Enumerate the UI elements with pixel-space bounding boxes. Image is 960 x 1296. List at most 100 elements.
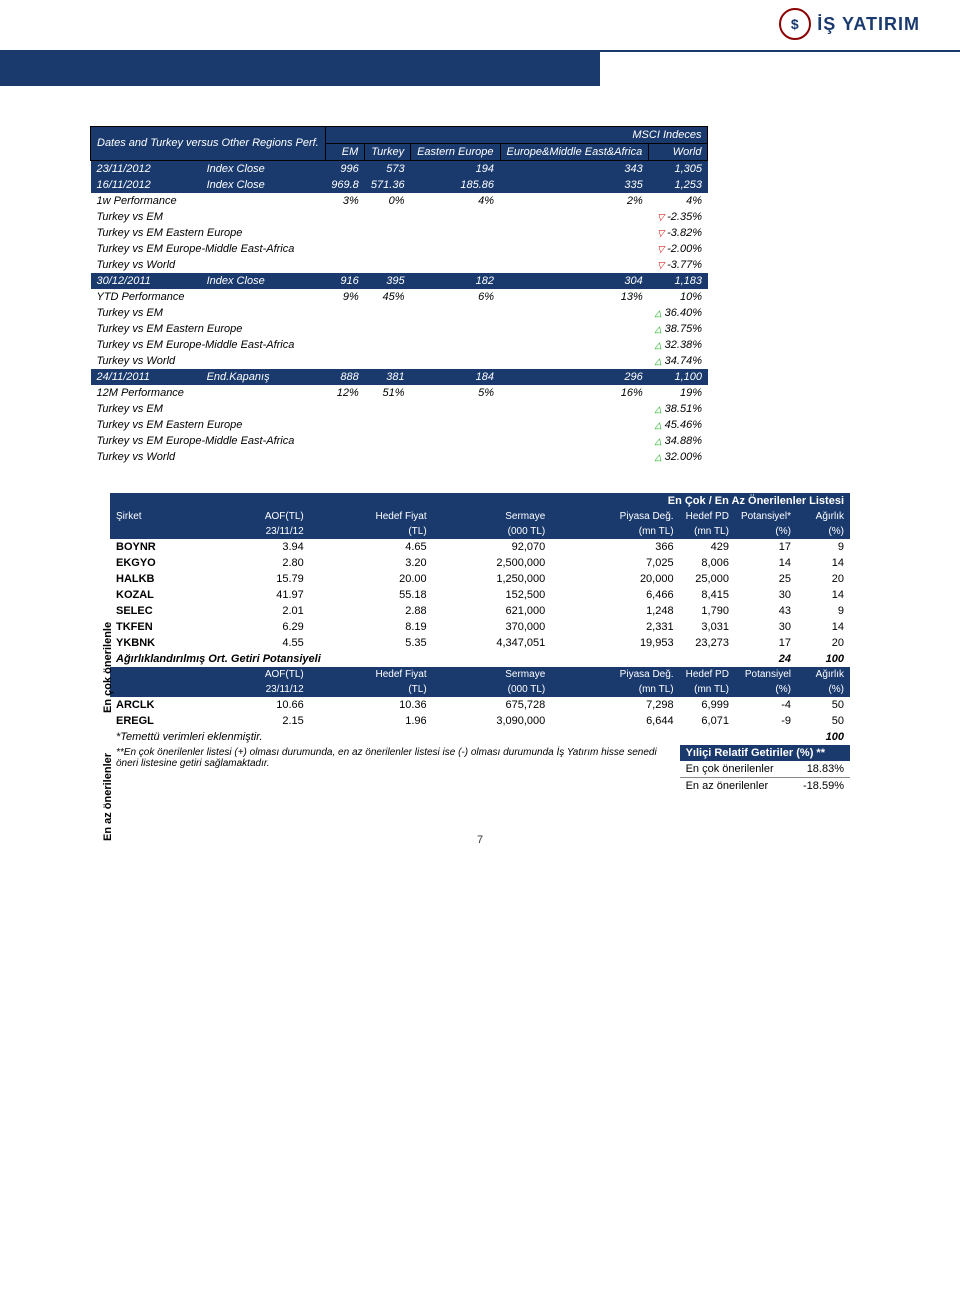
msci-cmp-val: 36.40% [649,305,708,321]
reco-cell: 14 [797,619,850,635]
side-label-bottom: En az önerilenler [102,753,114,841]
reco-col [110,524,211,539]
reco-cell: 6,071 [680,713,735,729]
msci-date: 30/12/2011 [91,273,201,289]
reco-cell: 6,644 [551,713,679,729]
msci-val: 916 [325,273,365,289]
reco-col: AOF(TL) [211,667,310,682]
msci-cmp-label: Turkey vs EM [91,209,326,225]
reco-cell: 30 [735,619,797,635]
weighted-label: Ağırlıklandırılmış Ort. Getiri Potansiye… [110,651,735,667]
reco-col: Ağırlık [797,667,850,682]
reco-cell: 41.97 [211,587,310,603]
reco-col: (000 TL) [433,682,552,697]
weighted-val1: 24 [735,651,797,667]
col-ee: Eastern Europe [411,144,500,161]
msci-table: Dates and Turkey versus Other Regions Pe… [90,126,708,465]
reco-col: (mn TL) [551,524,679,539]
reco-cell: 366 [551,539,679,555]
msci-val: 9% [325,289,365,305]
msci-cmp-label: Turkey vs EM [91,305,326,321]
total: 100 [797,729,850,745]
reco-cell: 5.35 [310,635,433,651]
reco-col: AOF(TL) [211,509,310,524]
reco-cell: 14 [797,587,850,603]
reco-col: Potansiyel* [735,509,797,524]
reco-cell: ARCLK [110,697,211,713]
reco-cell: EKGYO [110,555,211,571]
reco-cell: 25 [735,571,797,587]
reco-col: (mn TL) [680,682,735,697]
msci-val: 45% [365,289,411,305]
reco-col: Potansiyel [735,667,797,682]
reco-cell: 1,250,000 [433,571,552,587]
reco-cell: 9 [797,603,850,619]
msci-cmp-val: 45.46% [649,417,708,433]
reco-col: Hedef Fiyat [310,509,433,524]
msci-label: Index Close [201,177,326,193]
reco-cell: YKBNK [110,635,211,651]
reco-cell: 9 [797,539,850,555]
msci-date: 23/11/2012 [91,161,201,178]
reco-cell: 7,025 [551,555,679,571]
reco-cell: 20 [797,635,850,651]
msci-val: 996 [325,161,365,178]
col-emea: Europe&Middle East&Africa [500,144,649,161]
msci-cmp-label: Turkey vs EM Eastern Europe [91,321,326,337]
msci-perf-label: 1w Performance [91,193,326,209]
reco-cell: 8,006 [680,555,735,571]
col-turkey: Turkey [365,144,411,161]
reco-col: (%) [797,682,850,697]
msci-val: 184 [411,369,500,385]
weighted-val2: 100 [797,651,850,667]
ret-row2-l: En az önerilenler [680,778,797,795]
msci-val: 296 [500,369,649,385]
reco-cell: 2,500,000 [433,555,552,571]
msci-val: 182 [411,273,500,289]
msci-val: 571.36 [365,177,411,193]
reco-col: Hedef Fiyat [310,667,433,682]
footnote2: **En çok önerilenler listesi (+) olması … [110,745,680,794]
msci-title: MSCI Indeces [325,127,708,144]
msci-cmp-label: Turkey vs EM Europe-Middle East-Africa [91,241,326,257]
msci-cmp-val: -2.35% [649,209,708,225]
msci-val: 51% [365,385,411,401]
msci-cmp-val: 32.38% [649,337,708,353]
msci-cmp-val: -3.82% [649,225,708,241]
msci-cmp-val: 34.74% [649,353,708,369]
msci-cmp-val: 38.51% [649,401,708,417]
msci-cmp-label: Turkey vs EM Eastern Europe [91,225,326,241]
reco-cell: 50 [797,713,850,729]
msci-val: 16% [500,385,649,401]
reco-cell: 3,031 [680,619,735,635]
msci-cmp-label: Turkey vs World [91,449,326,465]
reco-cell: 6,466 [551,587,679,603]
reco-cell: 30 [735,587,797,603]
col-world: World [649,144,708,161]
reco-cell: 7,298 [551,697,679,713]
reco-cell: 19,953 [551,635,679,651]
reco-cell: 2.01 [211,603,310,619]
reco-cell: 2,331 [551,619,679,635]
reco-cell: 20,000 [551,571,679,587]
reco-cell: 10.36 [310,697,433,713]
msci-val: 573 [365,161,411,178]
reco-col: 23/11/12 [211,682,310,697]
reco-cell: -4 [735,697,797,713]
reco-col [110,667,211,682]
reco-col: Şirket [110,509,211,524]
globe-icon: $ [779,8,811,40]
reco-cell: 3,090,000 [433,713,552,729]
reco-cell: 1,790 [680,603,735,619]
reco-cell: KOZAL [110,587,211,603]
msci-cmp-val: 32.00% [649,449,708,465]
reco-cell: 152,500 [433,587,552,603]
reco-cell: 3.20 [310,555,433,571]
ret-row1-l: En çok önerilenler [680,761,797,778]
msci-perf-label: 12M Performance [91,385,326,401]
reco-cell: 2.88 [310,603,433,619]
reco-cell: 1.96 [310,713,433,729]
reco-cell: 20 [797,571,850,587]
reco-cell: 14 [735,555,797,571]
reco-cell: 2.80 [211,555,310,571]
